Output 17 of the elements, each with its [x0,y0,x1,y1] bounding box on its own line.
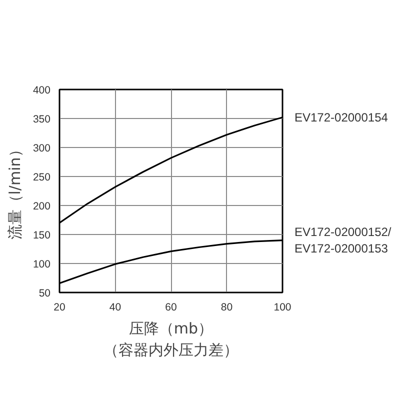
y-tick-label: 100 [32,258,51,270]
y-tick-label: 150 [32,230,51,242]
y-tick-label: 250 [32,172,51,184]
y-axis-title: 流量（l/min） [6,142,24,240]
y-tick-label: 400 [32,84,51,96]
x-tick-label: 60 [165,302,177,314]
x-tick-label: 100 [274,302,292,314]
y-tick-label: 200 [32,200,51,212]
x-tick-label: 80 [220,302,233,314]
y-tick-label: 350 [32,114,51,126]
series-label: EV172-02000152/ EV172-02000153 [294,224,392,256]
series-label: EV172-02000154 [294,110,388,124]
y-tick-label: 300 [32,142,51,154]
x-tick-label: 20 [54,302,66,314]
x-tick-label: 40 [109,302,122,314]
y-tick-label: 50 [38,288,51,300]
x-axis-title: 压降（mb）（容器内外压力差） [104,320,238,360]
